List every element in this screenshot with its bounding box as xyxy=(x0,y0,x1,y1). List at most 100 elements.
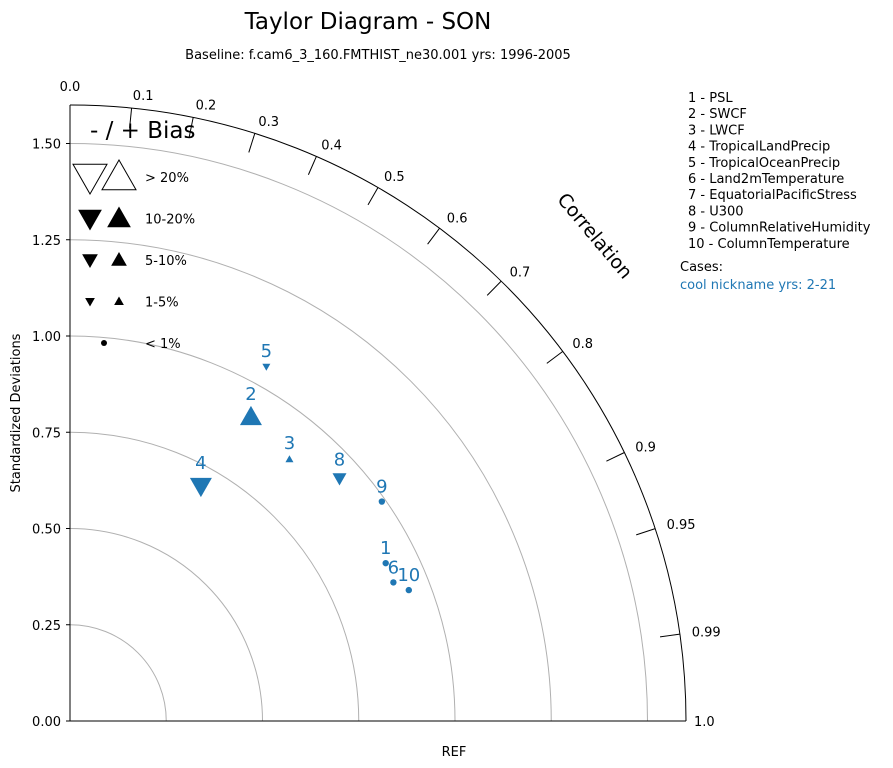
variable-legend-item-4: 5 - TropicalOceanPrecip xyxy=(688,156,840,171)
point-label-5: 5 xyxy=(261,341,272,362)
variable-legend-item-5: 6 - Land2mTemperature xyxy=(688,172,844,187)
corr-tick-mark-10 xyxy=(636,528,656,536)
bias-dot-marker xyxy=(101,340,107,346)
std-arc-grid xyxy=(69,143,648,722)
chart-title: Taylor Diagram - SON xyxy=(244,9,492,35)
std-tick-label-1: 0.25 xyxy=(32,619,61,634)
corr-tick-label-10: 0.95 xyxy=(667,518,696,533)
variable-legend-item-3: 4 - TropicalLandPrecip xyxy=(688,140,830,155)
bias-legend-entry-2: 5-10% xyxy=(82,251,187,269)
corr-tick-label-3: 0.3 xyxy=(258,115,279,130)
corr-tick-mark-2 xyxy=(188,117,194,138)
point-marker-4 xyxy=(189,477,212,498)
point-label-6: 6 xyxy=(388,557,399,578)
data-point-6: 6 xyxy=(388,557,399,586)
point-marker-8 xyxy=(332,473,347,486)
point-marker-3 xyxy=(285,455,294,463)
bias-negative-marker xyxy=(82,254,98,269)
std-tick-label-4: 1.00 xyxy=(32,330,61,345)
std-arc-0 xyxy=(69,624,167,722)
bias-legend: - / + Bias > 20% 10-20% 5-10% 1-5% < 1% xyxy=(72,118,196,352)
outer-arc xyxy=(69,104,687,722)
bias-legend-label-0: > 20% xyxy=(145,171,189,186)
corr-tick-mark-8 xyxy=(546,350,564,364)
point-label-9: 9 xyxy=(376,477,387,498)
corr-tick-label-5: 0.5 xyxy=(384,170,405,185)
correlation-axis-label: Correlation xyxy=(552,189,636,283)
point-marker-1 xyxy=(382,559,389,567)
bias-legend-entry-1: 10-20% xyxy=(78,206,195,231)
bias-legend-entry-0: > 20% xyxy=(72,158,189,196)
corr-tick-label-9: 0.9 xyxy=(635,440,656,455)
corr-tick-label-6: 0.6 xyxy=(447,212,468,227)
correlation-axis: 0.0 0.1 0.2 0.3 0.4 0.5 0.6 0.7 0.8 0.9 0.95 0.99 1.… xyxy=(60,80,721,730)
data-point-10: 10 xyxy=(397,565,420,594)
bias-legend-label-3: 1-5% xyxy=(145,296,179,311)
corr-tick-label-2: 0.2 xyxy=(196,99,217,114)
variable-legend-item-1: 2 - SWCF xyxy=(688,107,747,122)
std-arc-5 xyxy=(69,143,648,722)
bias-negative-marker xyxy=(78,209,102,231)
point-marker-5 xyxy=(262,363,271,371)
corr-tick-label-12: 1.0 xyxy=(694,715,715,730)
bias-negative-marker xyxy=(72,163,108,196)
bias-positive-marker xyxy=(101,158,137,191)
std-arc-4 xyxy=(69,239,552,722)
data-point-3: 3 xyxy=(284,433,295,463)
corr-tick-mark-6 xyxy=(427,227,441,245)
variable-legend-item-9: 10 - ColumnTemperature xyxy=(688,237,850,252)
x-axis-label: REF xyxy=(442,745,467,760)
corr-tick-mark-9 xyxy=(606,452,625,462)
point-label-8: 8 xyxy=(334,449,345,470)
bias-legend-entry-3: 1-5% xyxy=(85,296,179,311)
point-marker-10 xyxy=(405,586,412,594)
point-label-1: 1 xyxy=(380,538,391,559)
std-tick-label-5: 1.25 xyxy=(32,234,61,249)
bias-negative-marker xyxy=(85,298,95,307)
point-marker-2 xyxy=(239,405,262,426)
point-label-2: 2 xyxy=(245,384,256,405)
corr-tick-mark-7 xyxy=(486,280,502,296)
corr-tick-label-7: 0.7 xyxy=(510,266,531,281)
corr-tick-mark-3 xyxy=(248,133,256,153)
bias-legend-label-1: 10-20% xyxy=(145,213,195,228)
point-marker-6 xyxy=(390,579,397,586)
bias-legend-label-2: 5-10% xyxy=(145,254,187,269)
corr-tick-mark-4 xyxy=(307,156,317,175)
variable-legend-item-7: 8 - U300 xyxy=(688,204,744,219)
corr-tick-mark-1 xyxy=(129,108,133,129)
std-tick-label-2: 0.50 xyxy=(32,523,61,538)
bias-positive-marker xyxy=(107,206,131,228)
std-tick-label-3: 0.75 xyxy=(32,426,61,441)
bias-legend-entry-4: < 1% xyxy=(101,337,181,352)
data-point-5: 5 xyxy=(261,341,272,371)
data-point-8: 8 xyxy=(332,449,347,486)
chart-subtitle: Baseline: f.cam6_3_160.FMTHIST_ne30.001 … xyxy=(185,48,571,63)
cases-label: Cases: xyxy=(680,260,723,275)
bias-positive-marker xyxy=(114,296,124,305)
case-name: cool nickname yrs: 2-21 xyxy=(680,278,836,293)
corr-tick-label-1: 0.1 xyxy=(133,89,154,104)
point-marker-9 xyxy=(378,498,386,505)
data-point-9: 9 xyxy=(376,477,388,505)
variable-legend-item-2: 3 - LWCF xyxy=(688,123,745,138)
std-tick-label-6: 1.50 xyxy=(32,138,61,153)
corr-tick-mark-11 xyxy=(659,633,680,638)
corr-tick-label-4: 0.4 xyxy=(321,138,342,153)
variable-legend-item-6: 7 - EquatorialPacificStress xyxy=(688,188,857,203)
corr-tick-label-8: 0.8 xyxy=(572,337,593,352)
variable-legend-item-8: 9 - ColumnRelativeHumidity xyxy=(688,221,871,236)
point-label-10: 10 xyxy=(397,565,420,586)
axes: 0.000.250.500.751.001.251.50 xyxy=(32,104,687,730)
data-point-4: 4 xyxy=(189,453,212,498)
std-tick-label-0: 0.00 xyxy=(32,715,61,730)
std-arc-3 xyxy=(69,335,456,722)
corr-tick-mark-5 xyxy=(367,187,379,206)
point-label-4: 4 xyxy=(195,453,206,474)
data-points: 1 2 3 4 5 6 8 9 10 xyxy=(189,341,420,594)
point-label-3: 3 xyxy=(284,433,295,454)
variable-legend-item-0: 1 - PSL xyxy=(688,91,733,106)
bias-legend-label-4: < 1% xyxy=(145,337,181,352)
std-arc-2 xyxy=(69,431,360,722)
